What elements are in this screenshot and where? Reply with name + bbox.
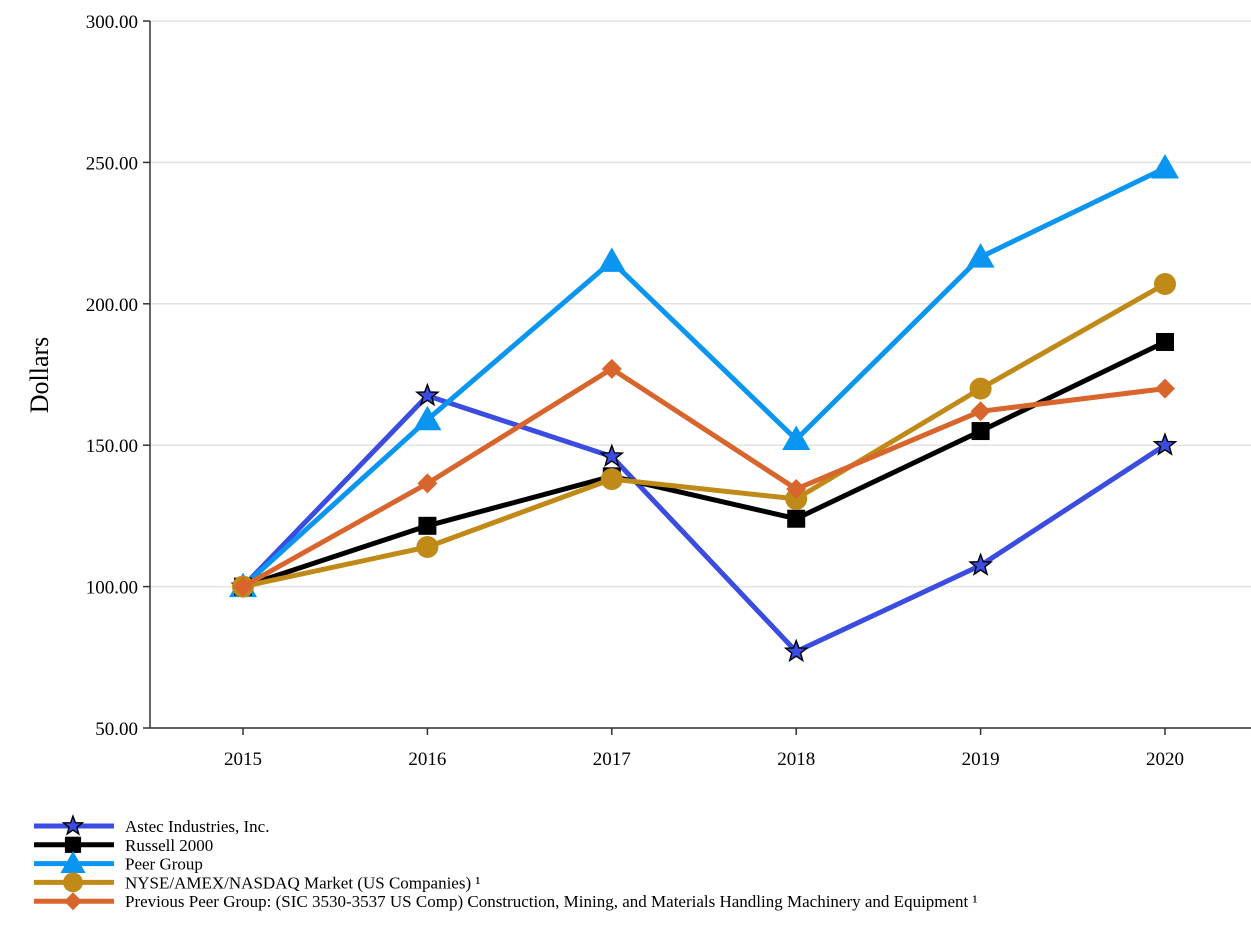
data-point-diamond	[417, 473, 438, 494]
series-line	[241, 165, 1167, 589]
data-point-diamond	[786, 479, 807, 500]
data-point-diamond	[233, 576, 253, 597]
data-point-circle	[969, 377, 992, 400]
data-point-star	[783, 638, 809, 663]
data-point-triangle	[782, 425, 811, 451]
series-3	[232, 273, 1176, 598]
x-tick-label: 2018	[777, 749, 815, 770]
legend-label: Russell 2000	[125, 836, 213, 855]
x-tick-label: 2017	[593, 749, 631, 770]
data-point-triangle	[1151, 154, 1179, 179]
x-tick-label: 2016	[408, 749, 446, 770]
legend-label: NYSE/AMEX/NASDAQ Market (US Companies) ¹	[125, 873, 480, 892]
data-point-diamond	[1155, 378, 1175, 399]
legend-label: Previous Peer Group: (SIC 3530-3537 US C…	[125, 892, 978, 911]
data-point-diamond	[970, 401, 991, 422]
data-point-circle	[416, 536, 439, 559]
data-point-star	[599, 443, 625, 468]
y-tick-label: 150.00	[86, 436, 138, 457]
axes	[143, 20, 1251, 735]
y-axis-title: Dollars	[25, 337, 54, 414]
legend-marker-triangle	[60, 851, 86, 874]
data-point-star	[968, 552, 994, 576]
data-point-circle	[1154, 273, 1176, 296]
series-line	[241, 393, 1167, 655]
x-tick-label: 2015	[224, 749, 262, 770]
series-line	[242, 339, 1167, 589]
y-tick-label: 200.00	[86, 295, 138, 316]
series-4	[233, 358, 1175, 597]
legend-marker-diamond	[64, 892, 82, 911]
x-tick-labels: 2015 2016 2017 2018 2019 2020	[224, 749, 1184, 770]
data-point-star	[1152, 432, 1178, 456]
series-group	[229, 154, 1179, 663]
y-tick-label: 250.00	[86, 153, 138, 174]
data-point-square	[971, 422, 990, 441]
series-line	[241, 366, 1166, 589]
x-tick-label: 2020	[1146, 749, 1184, 770]
legend-label: Astec Industries, Inc.	[125, 817, 269, 836]
data-point-diamond	[601, 358, 622, 379]
y-tick-label: 100.00	[86, 578, 138, 599]
data-point-triangle	[966, 243, 995, 268]
legend-item: Peer Group	[34, 851, 203, 874]
data-point-triangle	[597, 247, 626, 272]
legend-marker-circle	[63, 872, 83, 893]
legend-marker-star	[61, 814, 85, 836]
data-point-star	[414, 382, 440, 407]
data-point-circle	[600, 468, 623, 491]
data-point-square	[1156, 332, 1174, 351]
legend-marker-square	[64, 836, 82, 853]
y-tick-label: 50.00	[95, 719, 138, 740]
y-tick-labels: 50.00 100.00 150.00 200.00 250.00 300.00	[86, 12, 138, 740]
data-point-square	[418, 516, 437, 535]
legend-item: Previous Peer Group: (SIC 3530-3537 US C…	[34, 892, 978, 911]
x-tick-label: 2019	[962, 749, 1000, 770]
legend-item: Russell 2000	[34, 836, 213, 855]
series-line	[242, 281, 1167, 590]
data-point-square	[787, 509, 806, 528]
legend-item: Astec Industries, Inc.	[34, 814, 269, 836]
legend-item: NYSE/AMEX/NASDAQ Market (US Companies) ¹	[34, 872, 480, 893]
y-tick-label: 300.00	[86, 12, 138, 33]
grid-lines	[150, 20, 1251, 729]
legend-label: Peer Group	[125, 855, 203, 874]
data-point-triangle	[413, 405, 442, 431]
